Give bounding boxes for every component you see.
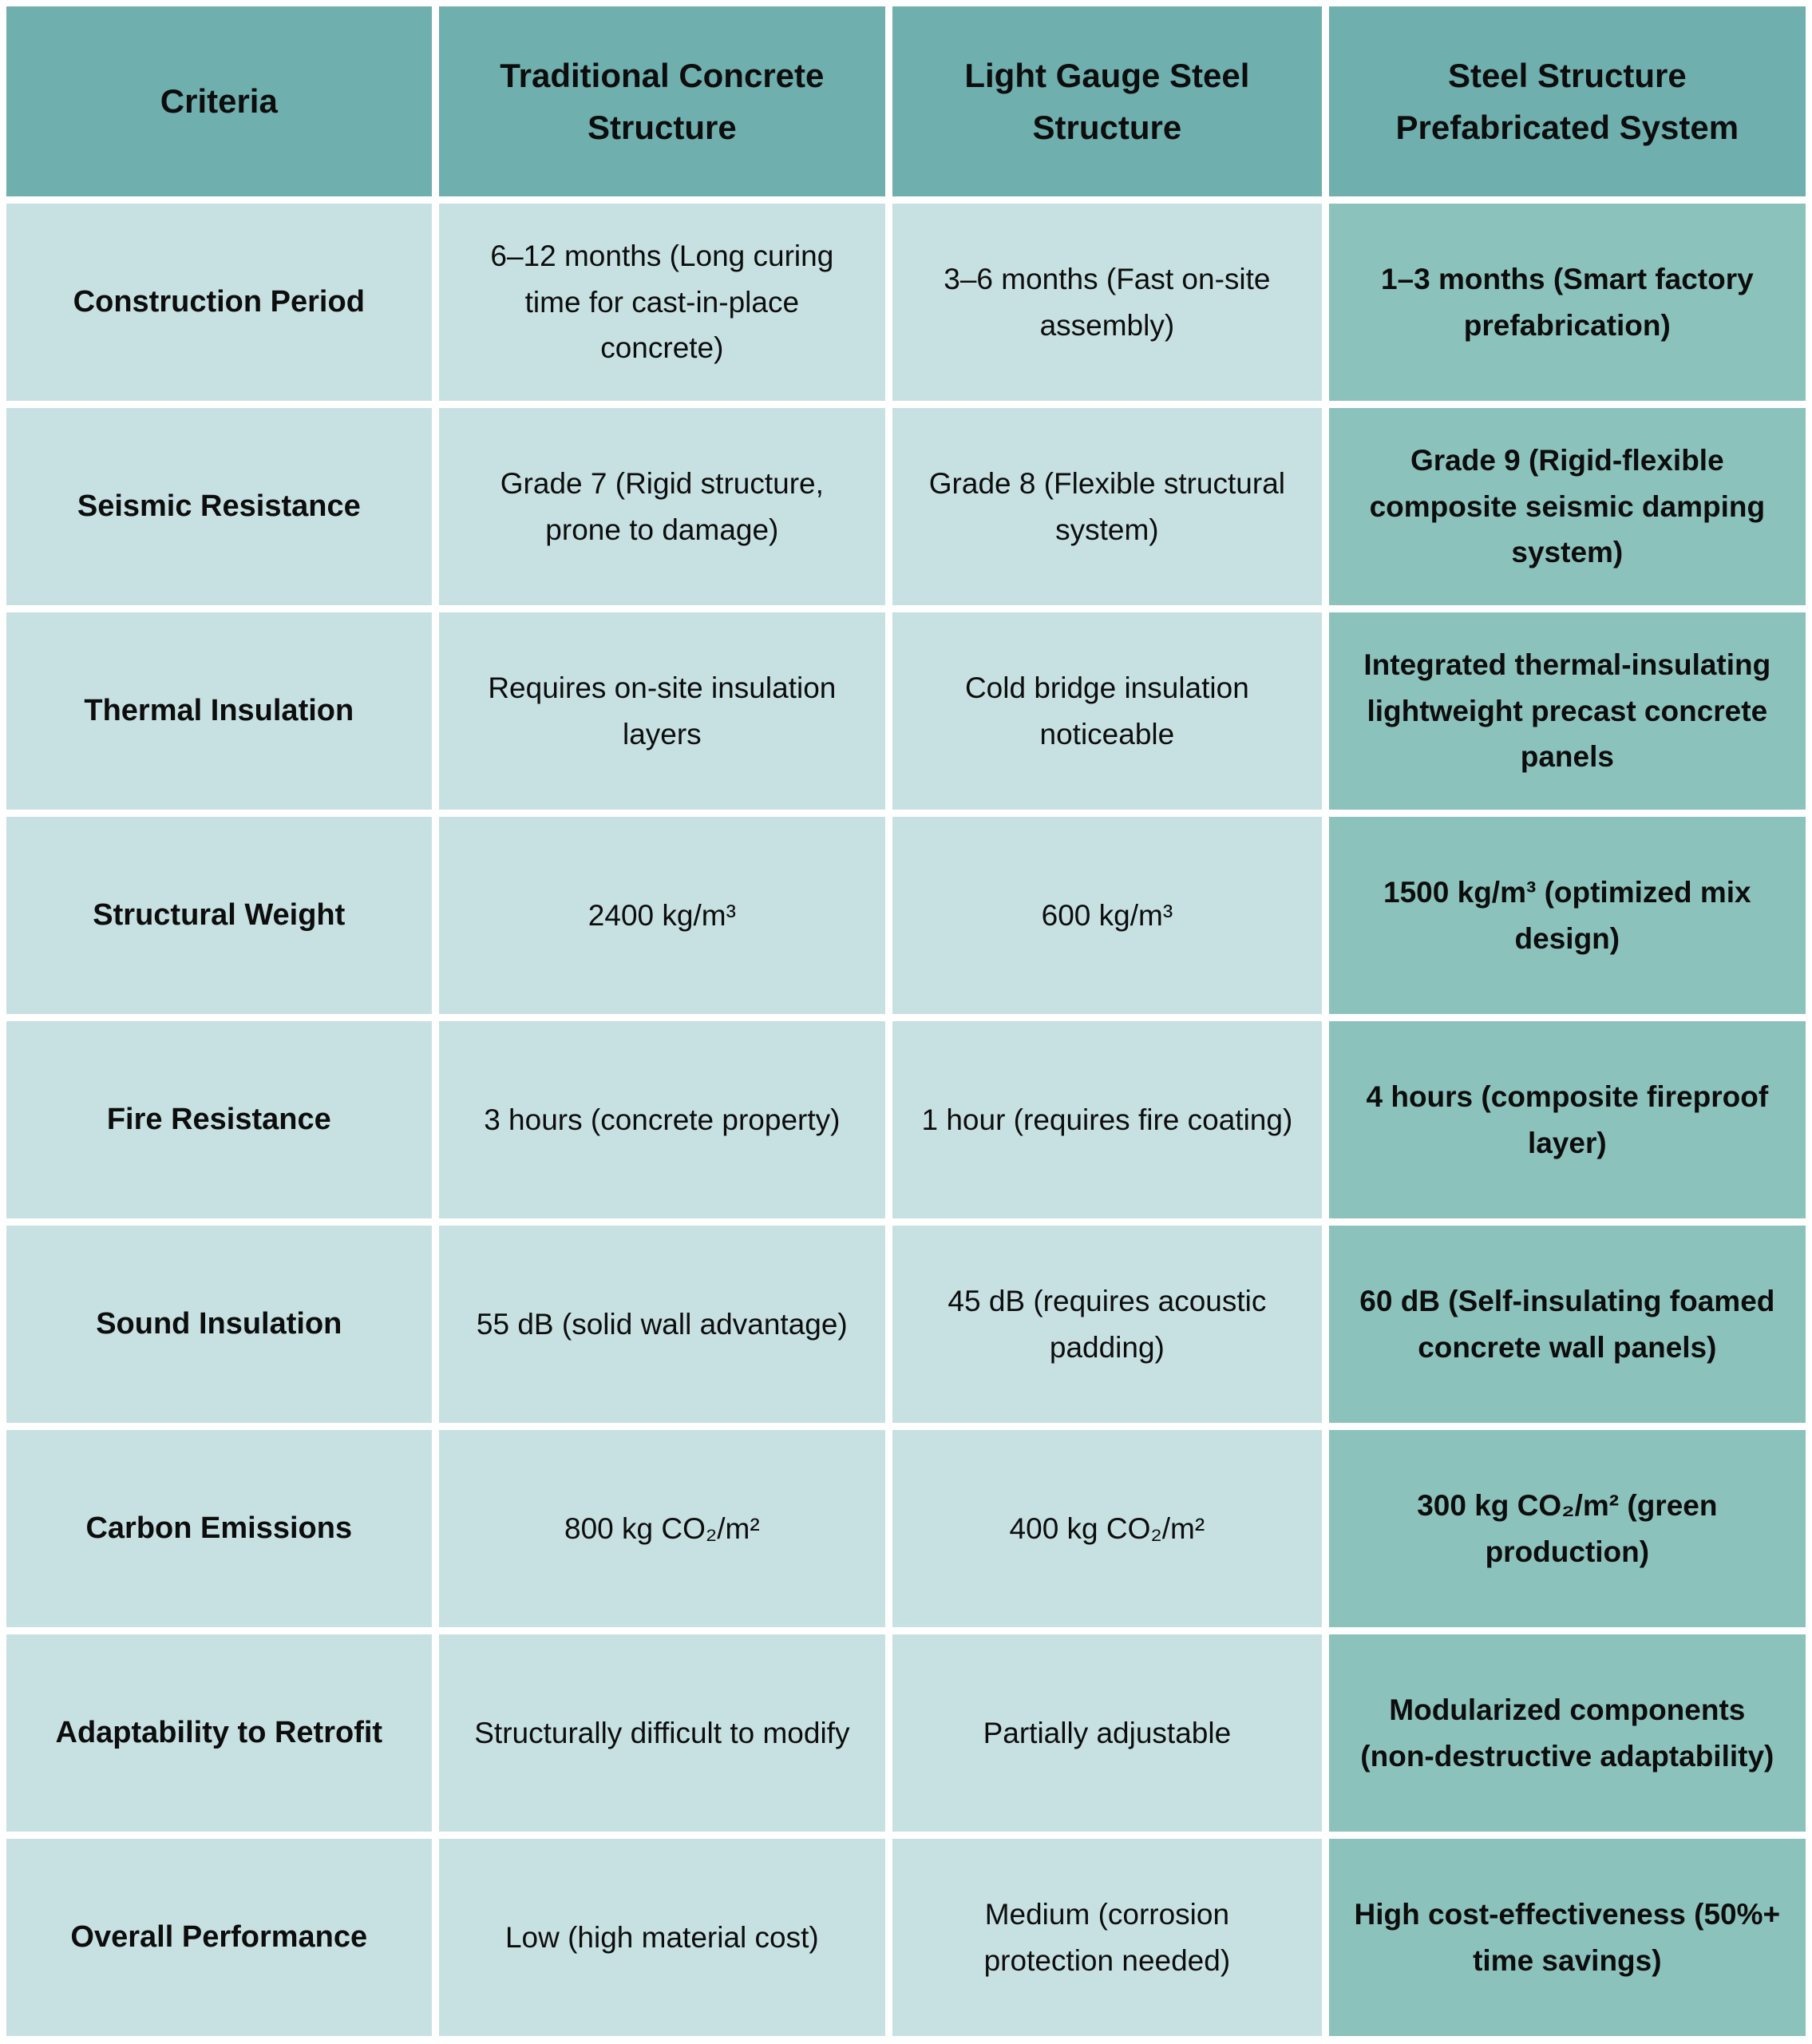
cell-fire-resistance-traditional: 3 hours (concrete property) [438,1021,886,1218]
cell-fire-resistance-light-gauge: 1 hour (requires fire coating) [892,1021,1322,1218]
cell-adaptability-traditional: Structurally difficult to modify [438,1634,886,1832]
row-header-adaptability-to-retrofit: Adaptability to Retrofit [6,1634,432,1832]
row-header-structural-weight: Structural Weight [6,817,432,1014]
column-header-light-gauge-steel: Light Gauge Steel Structure [892,6,1322,196]
cell-carbon-emissions-traditional: 800 kg CO₂/m² [438,1430,886,1627]
row-header-sound-insulation: Sound Insulation [6,1226,432,1423]
cell-adaptability-light-gauge: Partially adjustable [892,1634,1322,1832]
cell-structural-weight-prefabricated: 1500 kg/m³ (optimized mix design) [1328,817,1806,1014]
cell-construction-period-light-gauge: 3–6 months (Fast on-site assembly) [892,204,1322,401]
cell-fire-resistance-prefabricated: 4 hours (composite fireproof layer) [1328,1021,1806,1218]
cell-overall-performance-traditional: Low (high material cost) [438,1839,886,2036]
cell-construction-period-prefabricated: 1–3 months (Smart factory prefabrication… [1328,204,1806,401]
cell-seismic-resistance-light-gauge: Grade 8 (Flexible structural system) [892,408,1322,605]
cell-seismic-resistance-prefabricated: Grade 9 (Rigid-flexible composite seismi… [1328,408,1806,605]
cell-overall-performance-prefabricated: High cost-effectiveness (50%+ time savin… [1328,1839,1806,2036]
cell-overall-performance-light-gauge: Medium (corrosion protection needed) [892,1839,1322,2036]
cell-sound-insulation-traditional: 55 dB (solid wall advantage) [438,1226,886,1423]
cell-structural-weight-traditional: 2400 kg/m³ [438,817,886,1014]
row-header-overall-performance: Overall Performance [6,1839,432,2036]
cell-carbon-emissions-prefabricated: 300 kg CO₂/m² (green production) [1328,1430,1806,1627]
cell-adaptability-prefabricated: Modularized components (non-destructive … [1328,1634,1806,1832]
cell-construction-period-traditional: 6–12 months (Long curing time for cast-i… [438,204,886,401]
cell-seismic-resistance-traditional: Grade 7 (Rigid structure, prone to damag… [438,408,886,605]
row-header-construction-period: Construction Period [6,204,432,401]
row-header-thermal-insulation: Thermal Insulation [6,612,432,810]
column-header-prefabricated-system: Steel Structure Prefabricated System [1328,6,1806,196]
column-header-traditional-concrete: Traditional Concrete Structure [438,6,886,196]
cell-thermal-insulation-traditional: Requires on-site insulation layers [438,612,886,810]
row-header-carbon-emissions: Carbon Emissions [6,1430,432,1627]
cell-structural-weight-light-gauge: 600 kg/m³ [892,817,1322,1014]
column-header-criteria: Criteria [6,6,432,196]
cell-thermal-insulation-light-gauge: Cold bridge insulation noticeable [892,612,1322,810]
cell-sound-insulation-light-gauge: 45 dB (requires acoustic padding) [892,1226,1322,1423]
row-header-fire-resistance: Fire Resistance [6,1021,432,1218]
cell-thermal-insulation-prefabricated: Integrated thermal-insulating lightweigh… [1328,612,1806,810]
cell-sound-insulation-prefabricated: 60 dB (Self-insulating foamed concrete w… [1328,1226,1806,1423]
row-header-seismic-resistance: Seismic Resistance [6,408,432,605]
cell-carbon-emissions-light-gauge: 400 kg CO₂/m² [892,1430,1322,1627]
